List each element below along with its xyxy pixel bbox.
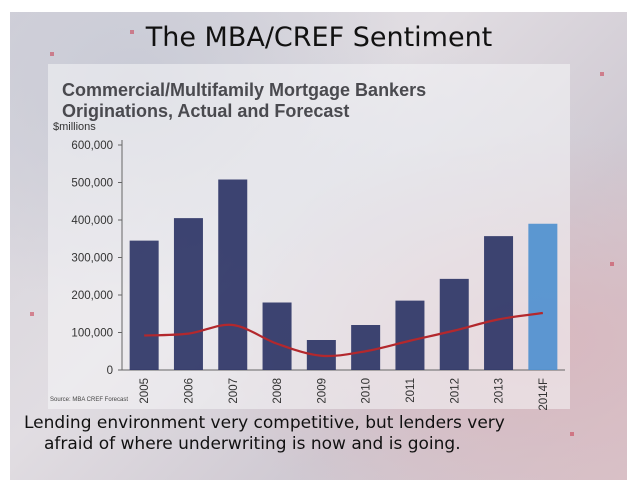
y-tick-label: 600,000	[71, 140, 113, 152]
bar-2006	[173, 218, 203, 370]
bar-2007	[218, 179, 248, 370]
x-tick-label: 2009	[316, 378, 328, 404]
x-tick-label: 2012	[449, 378, 461, 404]
x-tick-label: 2008	[272, 378, 284, 404]
bar-2012	[439, 278, 469, 370]
confetti-decoration	[130, 30, 134, 34]
caption-line-1: Lending environment very competitive, bu…	[24, 413, 505, 433]
trend-line-series	[144, 311, 544, 358]
x-tick-label: 2010	[361, 378, 373, 404]
x-tick-label: 2007	[228, 378, 240, 404]
confetti-decoration	[570, 432, 574, 436]
chart-title: Commercial/Multifamily Mortgage Bankers …	[62, 80, 427, 121]
caption-line-2: afraid of where underwriting is now and …	[44, 434, 461, 454]
x-tick-label: 2011	[405, 378, 417, 403]
y-tick-label: 300,000	[71, 253, 113, 265]
confetti-decoration	[600, 72, 604, 76]
y-tick-label: 500,000	[71, 178, 113, 190]
x-tick-label: 2013	[494, 378, 506, 404]
bar-2014F	[528, 223, 558, 370]
bar-2013	[484, 236, 514, 370]
confetti-decoration	[30, 312, 34, 316]
bar-2011	[395, 300, 425, 370]
y-axis-unit-label: $millions	[53, 121, 96, 133]
y-tick-label: 200,000	[71, 290, 113, 302]
bar-2005	[129, 240, 159, 370]
source-note: Source: MBA CREF Forecast	[50, 397, 129, 403]
x-tick-label: 2005	[139, 378, 151, 404]
x-tick-label: 2006	[183, 378, 195, 404]
slide-title: The MBA/CREF Sentiment	[145, 22, 493, 53]
y-tick-label: 400,000	[71, 215, 113, 227]
bar-2010	[351, 325, 381, 370]
y-tick-label: 100,000	[71, 328, 113, 340]
bar-2008	[262, 302, 292, 370]
x-tick-label: 2014F	[538, 378, 550, 411]
confetti-decoration	[610, 262, 614, 266]
slide-caption: Lending environment very competitive, bu…	[24, 413, 594, 455]
y-tick-label: 0	[107, 365, 113, 377]
confetti-decoration	[50, 52, 54, 56]
